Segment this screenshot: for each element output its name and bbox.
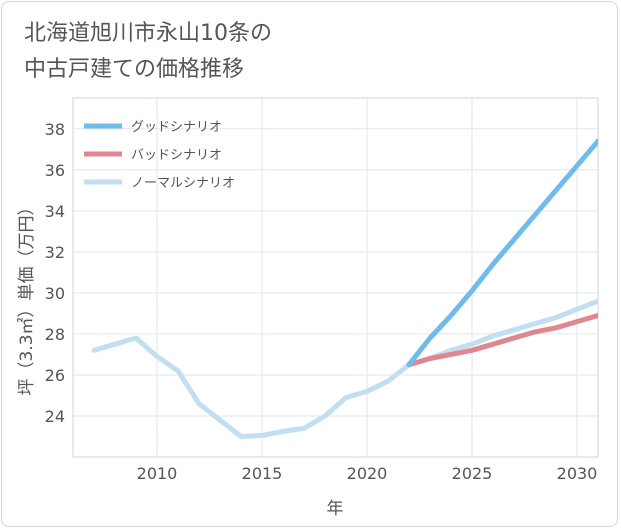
x-tick-label: 2025 [452, 464, 493, 483]
x-tick-label: 2015 [242, 464, 283, 483]
x-tick-label: 2020 [347, 464, 388, 483]
y-axis-label: 坪（3.3㎡）単価（万円） [17, 198, 37, 395]
y-tick-label: 32 [45, 243, 65, 262]
chart-title-line-1: 北海道旭川市永山10条の [24, 21, 272, 46]
x-tick-label: 2010 [137, 464, 178, 483]
y-tick-label: 30 [45, 284, 65, 303]
y-tick-label: 38 [45, 120, 65, 139]
legend-label-2: ノーマルシナリオ [131, 176, 235, 191]
grid-lines [73, 98, 598, 457]
legend-label-1: バッドシナリオ [131, 148, 222, 163]
plot-border [72, 97, 599, 458]
x-axis-label: 年 [327, 499, 344, 519]
y-tick-label: 36 [45, 161, 65, 180]
x-tick-labels: 2010 2015 2020 2025 2030 [137, 464, 598, 483]
y-tick-labels: 24 26 28 30 32 34 36 38 [45, 120, 65, 426]
series-line-1 [406, 313, 598, 368]
legend-label-0: グッドシナリオ [131, 120, 222, 135]
plot-frame [72, 97, 599, 458]
chart-title: 北海道旭川市永山10条の 中古戸建ての価格推移 [24, 16, 272, 88]
series-lines [91, 138, 598, 439]
series-line-0 [406, 138, 598, 368]
y-tick-label: 24 [45, 407, 65, 426]
x-tick-label: 2030 [557, 464, 598, 483]
y-tick-label: 26 [45, 366, 65, 385]
chart-title-line-2: 中古戸建ての価格推移 [24, 57, 245, 82]
series-line-2 [91, 298, 598, 439]
y-tick-label: 28 [45, 325, 65, 344]
y-tick-label: 34 [45, 202, 65, 221]
